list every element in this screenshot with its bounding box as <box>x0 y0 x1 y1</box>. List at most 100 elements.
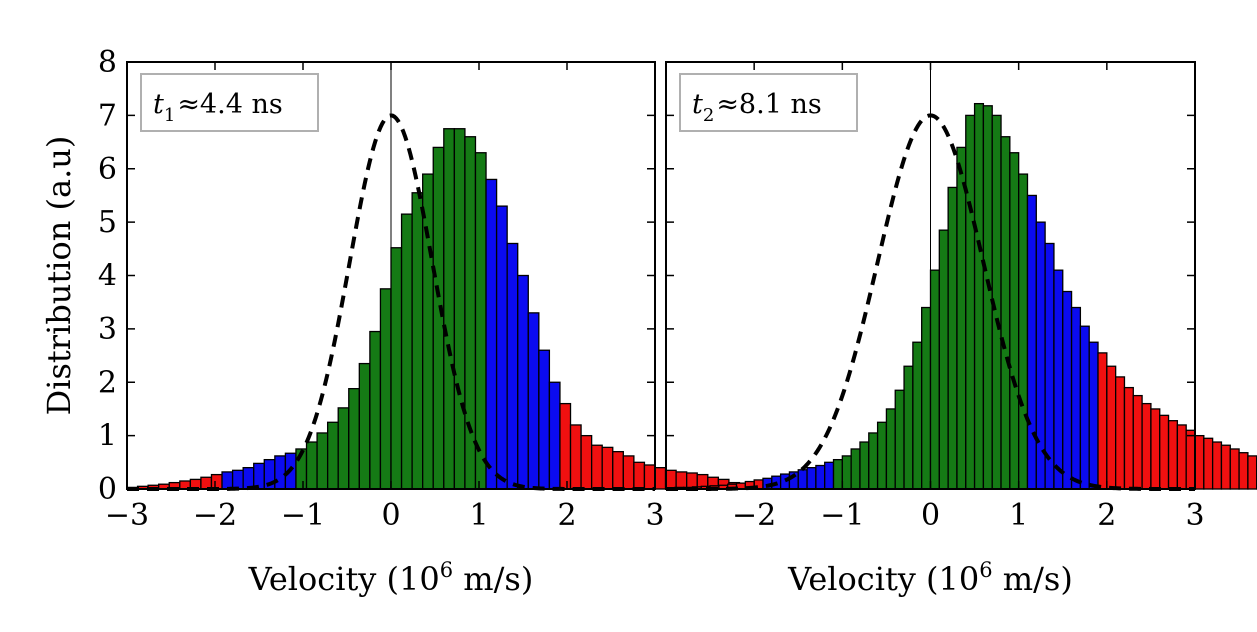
right-histogram-bar <box>975 104 984 489</box>
left-histogram-bar <box>666 470 677 489</box>
left-histogram-bar <box>254 463 265 489</box>
left-histogram-bar <box>465 137 476 489</box>
right-histogram-bar <box>825 462 834 489</box>
left-histogram-bar <box>507 243 518 489</box>
left-histogram-bar <box>370 332 381 489</box>
right-histogram-bar <box>1142 404 1151 489</box>
right-histogram-bar <box>1080 326 1089 489</box>
right-histogram-bar <box>1133 396 1142 489</box>
left-histogram-bar <box>581 436 592 489</box>
right-histogram-bar <box>1116 377 1125 489</box>
right-histogram-bar <box>939 230 948 489</box>
left-histogram-bar <box>528 313 539 489</box>
left-histogram-bar <box>497 206 508 489</box>
right-histogram-bar <box>1230 449 1239 489</box>
left-histogram-bar <box>412 193 423 489</box>
right-histogram-bar <box>1248 456 1257 489</box>
left-x-tick-label: −1 <box>281 498 325 533</box>
right-histogram-bar <box>798 470 807 489</box>
right-histogram-bar <box>904 366 913 489</box>
left-histogram-bar <box>613 452 624 489</box>
left-histogram-bar <box>338 408 349 489</box>
left-histogram-bar <box>317 433 328 489</box>
right-histogram-bar <box>1169 421 1178 489</box>
left-histogram-bar <box>349 389 360 489</box>
right-histogram-bar <box>1239 453 1248 489</box>
right-x-tick-label: 3 <box>1185 498 1204 533</box>
left-histogram-bar <box>402 214 413 489</box>
right-histogram-bar <box>1195 436 1204 489</box>
right-histogram-bar <box>895 390 904 489</box>
right-histogram-bar <box>878 422 887 489</box>
left-histogram-bar <box>623 456 634 489</box>
right-histogram-bar <box>1019 174 1028 489</box>
left-histogram-bar <box>676 472 687 489</box>
right-histogram-bar <box>913 342 922 489</box>
right-histogram-bar <box>816 466 825 489</box>
right-x-tick-label: −1 <box>820 498 864 533</box>
left-histogram-bar <box>454 129 465 489</box>
left-y-tick-label: 0 <box>98 472 117 507</box>
right-x-axis-label: Velocity (106 m/s) <box>787 558 1073 598</box>
right-histogram-bar <box>1036 222 1045 489</box>
left-histogram-bar <box>475 153 486 489</box>
right-histogram-bar <box>886 409 895 489</box>
left-histogram-bar <box>560 404 571 489</box>
left-x-tick-label: 0 <box>381 498 400 533</box>
left-histogram-bar <box>380 289 391 489</box>
left-histogram-bar <box>444 129 455 489</box>
right-histogram-bar <box>931 270 940 489</box>
right-histogram-bar <box>1089 342 1098 489</box>
left-histogram-bar <box>634 462 645 489</box>
left-histogram-bar <box>211 475 222 489</box>
left-y-tick-label: 8 <box>98 45 117 80</box>
left-histogram-bar <box>549 382 560 489</box>
right-histogram-bar <box>1072 308 1081 489</box>
left-histogram-bar <box>433 147 444 489</box>
right-histogram-bar <box>1027 195 1036 489</box>
left-y-tick-label: 3 <box>98 312 117 347</box>
right-histogram-bar <box>842 456 851 489</box>
right-x-tick-label: −2 <box>732 498 776 533</box>
left-histogram-bar <box>602 447 613 489</box>
right-x-tick-label: 1 <box>1009 498 1028 533</box>
left-histogram-bar <box>233 470 244 489</box>
right-histogram-bar <box>957 147 966 489</box>
right-histogram-bar <box>983 106 992 489</box>
right-histogram-bar <box>966 115 975 489</box>
left-y-tick-label: 6 <box>98 152 117 187</box>
left-y-tick-label: 5 <box>98 205 117 240</box>
left-y-axis-label: Distribution (a.u) <box>40 136 78 416</box>
left-histogram-bar <box>655 468 666 489</box>
right-histogram-bar <box>1160 415 1169 489</box>
right-histogram-bar <box>807 468 816 489</box>
left-x-axis-label: Velocity (106 m/s) <box>248 558 534 598</box>
left-histogram-bar <box>592 445 603 489</box>
right-histogram-bar <box>860 442 869 489</box>
right-histogram-bar <box>781 474 790 489</box>
left-y-tick-label: 2 <box>98 365 117 400</box>
left-x-tick-label: −2 <box>193 498 237 533</box>
left-histogram-bar <box>423 174 434 489</box>
right-histogram-bar <box>1151 409 1160 489</box>
left-histogram-bar <box>307 442 318 489</box>
right-histogram-bar <box>1186 430 1195 489</box>
left-y-tick-label: 4 <box>98 259 117 294</box>
right-histogram-bar <box>1098 353 1107 489</box>
right-x-tick-label: 2 <box>1097 498 1116 533</box>
left-histogram-bar <box>328 422 339 489</box>
left-y-tick-label: 1 <box>98 419 117 454</box>
left-histogram-bar <box>539 350 550 489</box>
left-histogram-bar <box>486 179 497 489</box>
left-x-tick-label: 3 <box>645 498 664 533</box>
left-histogram-bar <box>359 364 370 489</box>
left-x-tick-label: 2 <box>557 498 576 533</box>
right-histogram-bar <box>948 187 957 489</box>
left-histogram-bar <box>391 248 402 489</box>
right-histogram-bar <box>1107 366 1116 489</box>
right-x-tick-label: 0 <box>921 498 940 533</box>
right-histogram-bar <box>1010 153 1019 489</box>
